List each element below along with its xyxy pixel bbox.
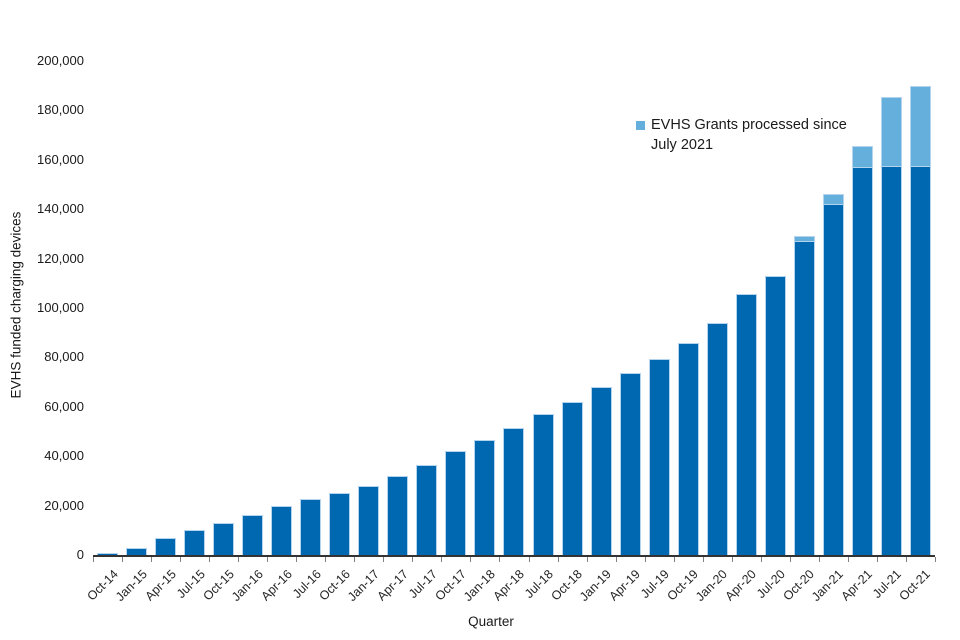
y-tick-label: 100,000 xyxy=(37,300,84,315)
x-tick-mark xyxy=(354,557,356,562)
x-tick-mark xyxy=(122,557,123,562)
x-tick-mark xyxy=(412,557,414,562)
x-tick-mark xyxy=(644,557,646,562)
bar-dark-segment xyxy=(735,294,757,555)
bar-dark-segment xyxy=(300,499,322,555)
x-tick-mark xyxy=(441,557,443,562)
x-tick-mark xyxy=(818,557,820,562)
bar-dark-segment xyxy=(909,166,931,555)
bar-dark-segment xyxy=(677,343,699,555)
y-tick-label: 160,000 xyxy=(37,151,84,167)
x-tick-mark xyxy=(760,557,762,562)
x-tick-mark xyxy=(847,557,849,562)
bar-dark-segment xyxy=(213,523,235,555)
x-tick-mark xyxy=(151,557,153,562)
x-tick-mark xyxy=(673,557,675,562)
bar-light-segment xyxy=(880,97,902,166)
bar-light-segment xyxy=(822,194,844,204)
legend: EVHS Grants processed since July 2021 xyxy=(636,116,851,155)
y-tick-label: 120,000 xyxy=(37,250,84,266)
bar-dark-segment xyxy=(126,548,147,555)
bar-dark-segment xyxy=(706,323,728,555)
x-tick-mark xyxy=(615,557,617,562)
bar-light-segment xyxy=(793,236,815,241)
bar-dark-segment xyxy=(155,538,177,555)
bar-dark-segment xyxy=(532,414,554,555)
x-tick-mark xyxy=(238,557,240,562)
bar-light-segment xyxy=(909,86,931,166)
bar-dark-segment xyxy=(880,166,902,555)
bar-dark-segment xyxy=(619,373,641,555)
x-tick-mark xyxy=(296,557,298,562)
x-tick-mark xyxy=(267,557,269,562)
x-tick-mark xyxy=(325,557,327,562)
x-tick-mark xyxy=(702,557,704,562)
y-tick-label: 140,000 xyxy=(37,201,84,217)
bar-dark-segment xyxy=(271,506,293,555)
y-tick-label: 200,000 xyxy=(37,53,84,68)
y-tick-label: 60,000 xyxy=(44,398,84,414)
bar-dark-segment xyxy=(764,276,786,555)
y-tick-label: 20,000 xyxy=(44,497,84,513)
x-tick-mark xyxy=(789,557,791,562)
bar-dark-segment xyxy=(474,440,496,555)
bar-dark-segment xyxy=(793,241,815,555)
bar-dark-segment xyxy=(387,476,409,555)
x-tick-mark xyxy=(905,557,907,562)
bar-light-segment xyxy=(851,146,873,167)
bar-dark-segment xyxy=(416,465,438,555)
y-tick-label: 0 xyxy=(76,547,84,562)
y-tick-label: 40,000 xyxy=(44,448,84,464)
legend-label: EVHS Grants processed since July 2021 xyxy=(651,117,847,153)
x-tick-mark xyxy=(209,557,211,562)
bar-dark-segment xyxy=(503,428,525,555)
x-tick-mark xyxy=(557,557,559,562)
x-tick-mark xyxy=(528,557,530,562)
x-tick-mark xyxy=(499,557,501,562)
legend-swatch-icon xyxy=(636,121,645,130)
y-tick-label: 180,000 xyxy=(37,102,84,118)
bar-dark-segment xyxy=(822,204,844,555)
bar-dark-segment xyxy=(445,451,467,555)
x-tick-mark xyxy=(383,557,385,562)
bar-dark-segment xyxy=(329,493,351,555)
x-tick-mark xyxy=(731,557,733,562)
bar-dark-segment xyxy=(590,387,612,555)
bar-dark-segment xyxy=(358,486,380,555)
bar-dark-segment xyxy=(242,515,264,555)
x-tick-mark xyxy=(93,557,94,562)
bar-dark-segment xyxy=(561,402,583,555)
x-tick-mark xyxy=(876,557,878,562)
x-tick-mark xyxy=(470,557,472,562)
x-tick-mark xyxy=(934,557,936,562)
x-axis-line xyxy=(93,555,935,557)
bar-dark-segment xyxy=(851,167,873,555)
x-tick-mark xyxy=(180,557,182,562)
x-tick-mark xyxy=(586,557,588,562)
y-tick-label: 80,000 xyxy=(44,349,84,365)
x-axis-title: Quarter xyxy=(468,614,514,629)
bar-dark-segment xyxy=(97,553,118,555)
bar-dark-segment xyxy=(648,359,670,555)
bar-dark-segment xyxy=(184,530,206,555)
